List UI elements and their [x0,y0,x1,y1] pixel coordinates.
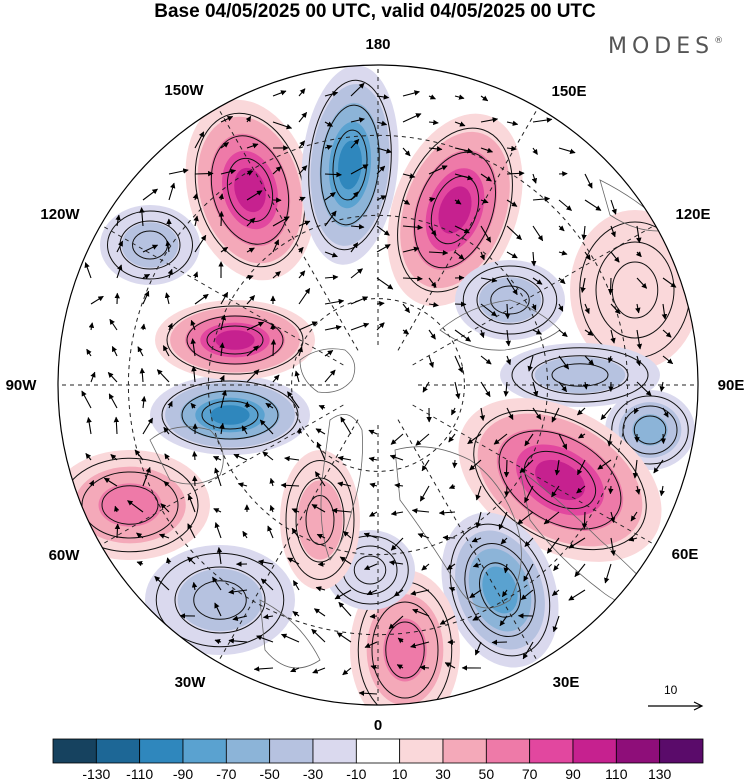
colorbar-swatch [659,738,704,764]
lon-label-120W: 120W [40,206,80,223]
colorbar-tick-label: -130 [82,766,111,782]
coastlines [149,179,671,669]
colorbar-swatch [95,738,141,764]
colorbar-tick-label: 130 [647,766,672,782]
lon-label-120E: 120E [675,206,711,223]
polar-map [57,64,699,706]
colorbar-swatch [312,738,357,764]
anomaly-cell-neg-35E [441,512,559,668]
colorbar-swatch [139,738,184,764]
colorbar-swatch [182,738,227,764]
lon-label-90W: 90W [5,377,37,394]
anomaly-cell-pos-45W [280,450,360,590]
lon-label-60W: 60W [48,547,80,564]
reference-vector-label: 10 [664,683,678,697]
colorbar-swatch [52,738,97,764]
colorbar-tick-label: -30 [302,766,324,782]
lon-label-90E: 90E [717,377,745,394]
map-disc [58,65,698,705]
colorbar-swatch [355,738,401,764]
colorbar-tick-label: 110 [605,766,628,782]
anomaly-cell-neg-120W [100,205,200,285]
wind-vectors [81,82,677,696]
lon-label-150W: 150W [164,82,204,99]
colorbar-tick-label: 10 [391,766,408,782]
anomaly-cell-neg-90W [150,375,310,455]
anomaly-cell-neg-40W [145,545,295,655]
lon-label-0: 0 [373,717,383,734]
lon-label-30W: 30W [174,674,206,691]
brand-name: MODES [608,34,715,59]
lon-label-60E: 60E [671,546,699,563]
colorbar-swatch [572,738,617,764]
colorbar-swatch [485,738,531,764]
reference-vector-arrow [648,701,704,711]
colorbar-tick-label: 70 [521,766,538,782]
colorbar-swatch [615,738,661,764]
colorbar-tick-label: -70 [216,766,237,782]
colorbar-tick-label: -110 [126,766,154,782]
colorbar-tick-label: -10 [346,766,367,782]
lon-label-30E: 30E [552,674,580,691]
colorbar-tick-label: 90 [565,766,581,782]
colorbar-swatch [269,738,314,764]
anomaly-cell-pos-100W [155,300,315,380]
colorbar-tick-label: 50 [478,766,495,782]
lon-label-150E: 150E [551,83,587,100]
colorbar [52,738,704,764]
anomaly-cell-pos-65W [58,450,210,560]
modes-logo: MODES® [608,34,723,59]
anomaly-cell-neg-100E [500,343,660,407]
colorbar-swatch [399,738,444,764]
colorbar-tick-label: 30 [435,766,451,782]
colorbar-swatch [225,738,271,764]
colorbar-swatch [529,738,574,764]
colorbar-tick-label: -90 [172,766,194,782]
map-title: Base 04/05/2025 00 UTC, valid 04/05/2025… [154,1,596,22]
lon-label-180: 180 [365,36,391,53]
map-boundary [57,64,699,706]
registered-mark: ® [714,36,724,46]
colorbar-swatch [442,738,487,764]
colorbar-tick-label: -50 [259,766,280,782]
